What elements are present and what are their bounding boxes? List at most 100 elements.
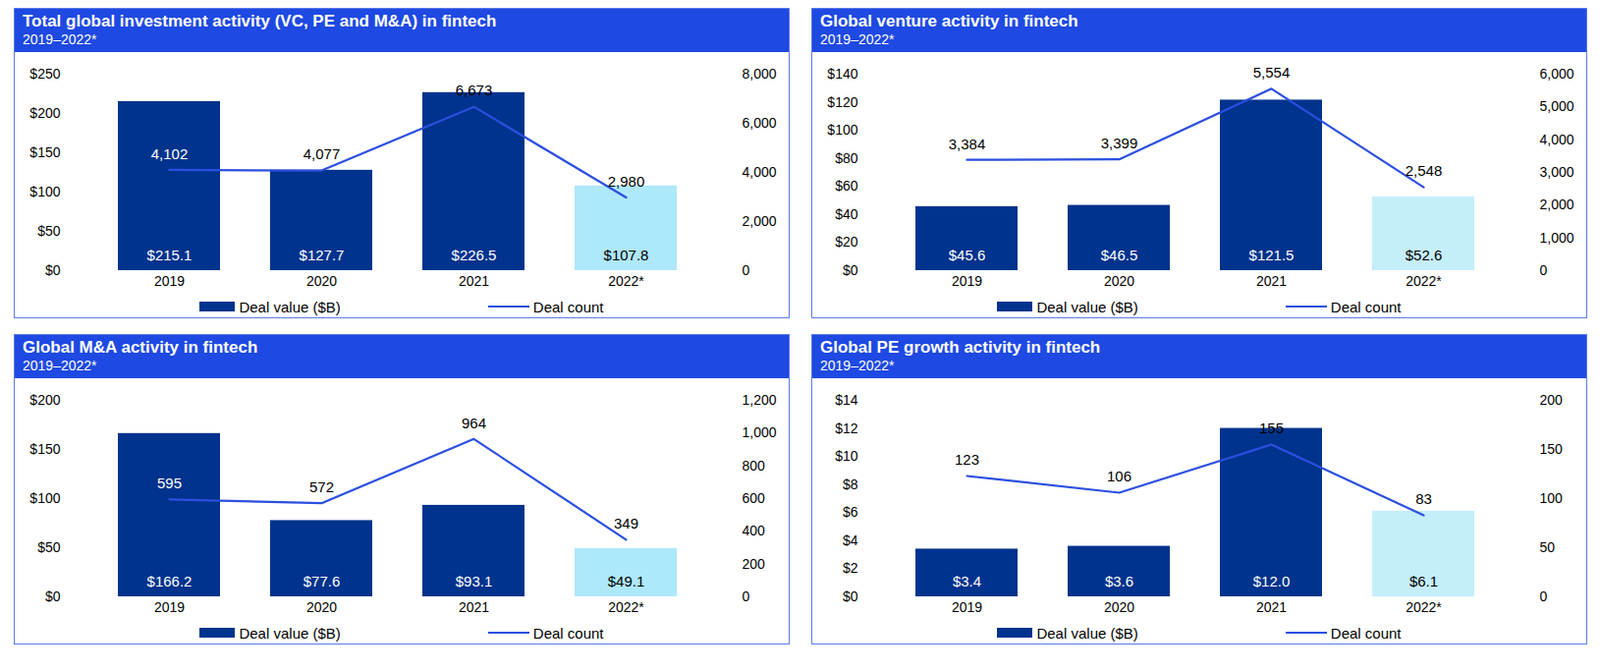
svg-text:8,000: 8,000 <box>742 65 777 82</box>
svg-text:2020: 2020 <box>306 599 337 615</box>
svg-text:$52.6: $52.6 <box>1405 246 1443 264</box>
svg-text:2,000: 2,000 <box>742 213 777 229</box>
svg-text:$10: $10 <box>834 447 859 464</box>
svg-text:2020: 2020 <box>1103 599 1135 615</box>
svg-text:$200: $200 <box>29 391 60 408</box>
svg-text:2021: 2021 <box>1256 599 1287 615</box>
svg-text:2,548: 2,548 <box>1405 162 1443 179</box>
svg-text:$0: $0 <box>842 588 859 605</box>
svg-text:$60: $60 <box>834 177 859 194</box>
svg-text:800: 800 <box>742 457 767 474</box>
svg-text:$200: $200 <box>29 105 60 121</box>
svg-text:83: 83 <box>1415 490 1433 507</box>
svg-text:4,102: 4,102 <box>151 145 189 163</box>
svg-text:$127.7: $127.7 <box>299 246 345 264</box>
svg-text:$121.5: $121.5 <box>1249 246 1295 264</box>
svg-text:$100: $100 <box>29 490 60 506</box>
svg-text:349: 349 <box>613 514 639 532</box>
svg-text:$49.1: $49.1 <box>607 572 646 590</box>
svg-text:$100: $100 <box>29 183 60 200</box>
svg-text:2022*: 2022* <box>607 273 645 289</box>
svg-text:$50: $50 <box>37 539 61 555</box>
svg-text:0: 0 <box>742 262 751 278</box>
svg-text:$14: $14 <box>834 391 859 408</box>
svg-text:$166.2: $166.2 <box>147 572 193 590</box>
svg-text:3,384: 3,384 <box>948 135 987 153</box>
svg-text:200: 200 <box>1540 391 1564 408</box>
svg-text:$50: $50 <box>37 222 61 239</box>
svg-text:$0: $0 <box>45 262 61 278</box>
svg-text:$3.4: $3.4 <box>952 572 982 590</box>
svg-text:4,000: 4,000 <box>742 164 777 180</box>
svg-text:3,000: 3,000 <box>1540 164 1575 180</box>
svg-text:$12.0: $12.0 <box>1253 572 1291 590</box>
svg-text:2,000: 2,000 <box>1540 196 1575 213</box>
svg-text:$4: $4 <box>842 532 859 549</box>
svg-text:3,399: 3,399 <box>1101 134 1139 152</box>
svg-text:$0: $0 <box>842 262 859 278</box>
svg-text:2020: 2020 <box>1103 273 1135 289</box>
svg-text:2021: 2021 <box>1256 273 1287 289</box>
svg-text:2019: 2019 <box>154 273 185 289</box>
svg-text:572: 572 <box>309 478 334 496</box>
svg-text:1,000: 1,000 <box>742 424 777 441</box>
svg-text:155: 155 <box>1259 419 1284 437</box>
svg-text:150: 150 <box>1540 441 1564 457</box>
svg-text:4,077: 4,077 <box>303 145 341 163</box>
svg-text:2021: 2021 <box>458 599 490 615</box>
svg-text:$150: $150 <box>29 441 60 457</box>
svg-text:595: 595 <box>157 474 182 492</box>
svg-text:$80: $80 <box>834 150 859 166</box>
svg-text:6,000: 6,000 <box>1540 65 1575 82</box>
svg-text:$93.1: $93.1 <box>455 572 494 590</box>
svg-text:$8: $8 <box>842 476 859 493</box>
svg-text:0: 0 <box>1540 588 1548 605</box>
svg-text:5,000: 5,000 <box>1540 98 1575 114</box>
svg-text:2022*: 2022* <box>607 599 645 615</box>
svg-text:6,000: 6,000 <box>742 114 777 131</box>
svg-text:2019: 2019 <box>154 599 185 615</box>
svg-text:$46.5: $46.5 <box>1101 246 1139 264</box>
svg-text:4,000: 4,000 <box>1540 131 1575 148</box>
svg-text:400: 400 <box>742 522 767 539</box>
svg-text:$6.1: $6.1 <box>1409 572 1438 590</box>
svg-text:$140: $140 <box>827 65 858 82</box>
svg-text:2021: 2021 <box>458 273 490 289</box>
svg-text:6,673: 6,673 <box>455 81 494 99</box>
svg-text:$120: $120 <box>827 94 858 111</box>
svg-text:$250: $250 <box>29 65 60 82</box>
svg-text:1,000: 1,000 <box>1540 229 1575 246</box>
svg-text:$3.6: $3.6 <box>1104 572 1134 590</box>
svg-text:$215.1: $215.1 <box>147 246 193 264</box>
svg-text:$100: $100 <box>827 121 858 138</box>
svg-text:0: 0 <box>1540 262 1548 278</box>
html-text:Total global investment activi: Total global investment activity (VC, PE… <box>22 11 497 31</box>
svg-text:1,200: 1,200 <box>742 391 777 408</box>
svg-text:$6: $6 <box>842 503 859 520</box>
svg-text:2,980: 2,980 <box>607 172 646 190</box>
svg-text:2022*: 2022* <box>1405 599 1442 615</box>
svg-text:$150: $150 <box>29 144 60 161</box>
svg-text:106: 106 <box>1106 467 1132 485</box>
svg-text:2020: 2020 <box>306 273 337 289</box>
svg-text:964: 964 <box>461 414 487 432</box>
svg-text:0: 0 <box>742 588 751 605</box>
svg-text:2022*: 2022* <box>1405 273 1442 289</box>
svg-text:200: 200 <box>742 555 767 572</box>
svg-text:$12: $12 <box>834 420 859 437</box>
svg-text:600: 600 <box>742 490 767 506</box>
svg-text:5,554: 5,554 <box>1253 63 1291 81</box>
svg-text:$77.6: $77.6 <box>303 572 341 590</box>
svg-text:100: 100 <box>1540 490 1564 506</box>
svg-text:$20: $20 <box>834 233 859 250</box>
svg-text:2019: 2019 <box>951 599 983 615</box>
svg-text:$2: $2 <box>842 559 859 576</box>
svg-text:50: 50 <box>1540 539 1556 555</box>
svg-text:2019: 2019 <box>951 273 983 289</box>
svg-text:$45.6: $45.6 <box>948 246 987 264</box>
svg-text:$226.5: $226.5 <box>451 246 497 264</box>
svg-text:$0: $0 <box>45 588 61 605</box>
svg-text:123: 123 <box>954 450 980 468</box>
svg-text:$107.8: $107.8 <box>604 246 650 264</box>
svg-text:$40: $40 <box>834 206 859 222</box>
